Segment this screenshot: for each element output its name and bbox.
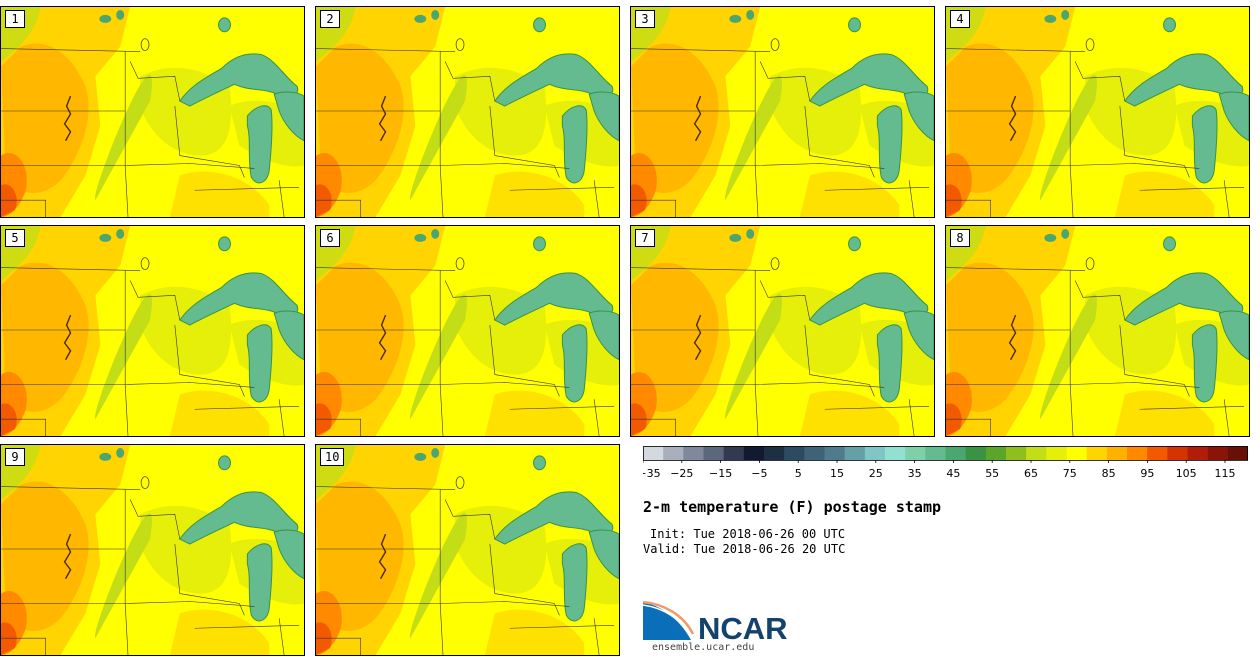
colorbar-segment bbox=[985, 446, 1007, 460]
colorbar-tick-label: 25 bbox=[869, 467, 883, 480]
colorbar-segment bbox=[1066, 446, 1087, 460]
ensemble-member-map: 1 bbox=[0, 6, 305, 218]
colorbar-segment bbox=[1167, 446, 1188, 460]
colorbar-segment bbox=[804, 446, 825, 460]
colorbar-tick-label: 5 bbox=[795, 467, 802, 480]
member-number-label: 2 bbox=[320, 10, 340, 28]
colorbar-tick-label: −25 bbox=[670, 467, 693, 480]
colorbar-segment bbox=[925, 446, 946, 460]
colorbar-segment bbox=[905, 446, 926, 460]
ncar-logo: NCAR bbox=[643, 600, 788, 645]
ensemble-member-map: 5 bbox=[0, 225, 305, 437]
colorbar-segment bbox=[764, 446, 785, 460]
colorbar-segment bbox=[683, 446, 704, 460]
member-number-label: 3 bbox=[635, 10, 655, 28]
ensemble-member-map: 4 bbox=[945, 6, 1250, 218]
colorbar-segment bbox=[703, 446, 724, 460]
colorbar-segment bbox=[1006, 446, 1027, 460]
colorbar-segment bbox=[743, 446, 765, 460]
colorbar-segment bbox=[1207, 446, 1229, 460]
colorbar-segment bbox=[1106, 446, 1128, 460]
colorbar-tick-label: 115 bbox=[1215, 467, 1236, 480]
member-number-label: 8 bbox=[950, 229, 970, 247]
colorbar-tick-label: −5 bbox=[751, 467, 767, 480]
ensemble-url: ensemble.ucar.edu bbox=[652, 642, 755, 653]
figure-title: 2-m temperature (F) postage stamp bbox=[643, 498, 942, 516]
colorbar-segment bbox=[1086, 446, 1108, 460]
colorbar-segment bbox=[885, 446, 906, 460]
colorbar-tick-label: 35 bbox=[908, 467, 922, 480]
member-number-label: 7 bbox=[635, 229, 655, 247]
member-number-label: 4 bbox=[950, 10, 970, 28]
colorbar-segment bbox=[945, 446, 966, 460]
colorbar-segment bbox=[643, 446, 664, 460]
colorbar-tick-label: −35 bbox=[643, 467, 661, 480]
ensemble-member-map: 10 bbox=[315, 444, 620, 656]
colorbar-segment bbox=[1127, 446, 1148, 460]
colorbar-tick-label: 75 bbox=[1063, 467, 1077, 480]
colorbar-segment bbox=[824, 446, 845, 460]
member-number-label: 5 bbox=[5, 229, 25, 247]
member-number-label: 6 bbox=[320, 229, 340, 247]
ensemble-member-map: 7 bbox=[630, 225, 935, 437]
colorbar-segment bbox=[965, 446, 987, 460]
colorbar-segment bbox=[663, 446, 684, 460]
ensemble-member-map: 2 bbox=[315, 6, 620, 218]
ensemble-member-map: 3 bbox=[630, 6, 935, 218]
colorbar-segment bbox=[1026, 446, 1047, 460]
member-number-label: 1 bbox=[5, 10, 25, 28]
temperature-colorbar: −35 −25 −15 −5 5 15 25 35 45 55 65 75 85 95 105 115 bbox=[643, 446, 1248, 480]
colorbar-segment bbox=[1147, 446, 1168, 460]
colorbar-segment bbox=[864, 446, 886, 460]
ensemble-member-map: 6 bbox=[315, 225, 620, 437]
ensemble-member-map: 9 bbox=[0, 444, 305, 656]
colorbar-tick-label: 95 bbox=[1140, 467, 1154, 480]
valid-time: Valid: Tue 2018-06-26 20 UTC bbox=[643, 542, 846, 556]
colorbar-segment bbox=[784, 446, 805, 460]
colorbar-tick-label: −15 bbox=[709, 467, 732, 480]
colorbar-tick-label: 105 bbox=[1176, 467, 1197, 480]
init-time: Init: Tue 2018-06-26 00 UTC bbox=[650, 527, 846, 541]
colorbar-segment bbox=[1046, 446, 1067, 460]
colorbar-segment bbox=[844, 446, 866, 460]
colorbar-segment bbox=[1227, 446, 1248, 460]
colorbar-segment bbox=[1187, 446, 1208, 460]
colorbar-tick-label: 15 bbox=[830, 467, 844, 480]
colorbar-frame bbox=[643, 446, 1248, 461]
ensemble-member-map: 8 bbox=[945, 225, 1250, 437]
colorbar-segment bbox=[723, 446, 745, 460]
colorbar-tick-label: 65 bbox=[1024, 467, 1038, 480]
member-number-label: 10 bbox=[320, 448, 345, 466]
ncar-logo-text: NCAR bbox=[698, 611, 788, 645]
member-number-label: 9 bbox=[5, 448, 25, 466]
colorbar-tick-label: 55 bbox=[985, 467, 999, 480]
colorbar-tick-label: 85 bbox=[1102, 467, 1116, 480]
colorbar-tick-label: 45 bbox=[946, 467, 960, 480]
